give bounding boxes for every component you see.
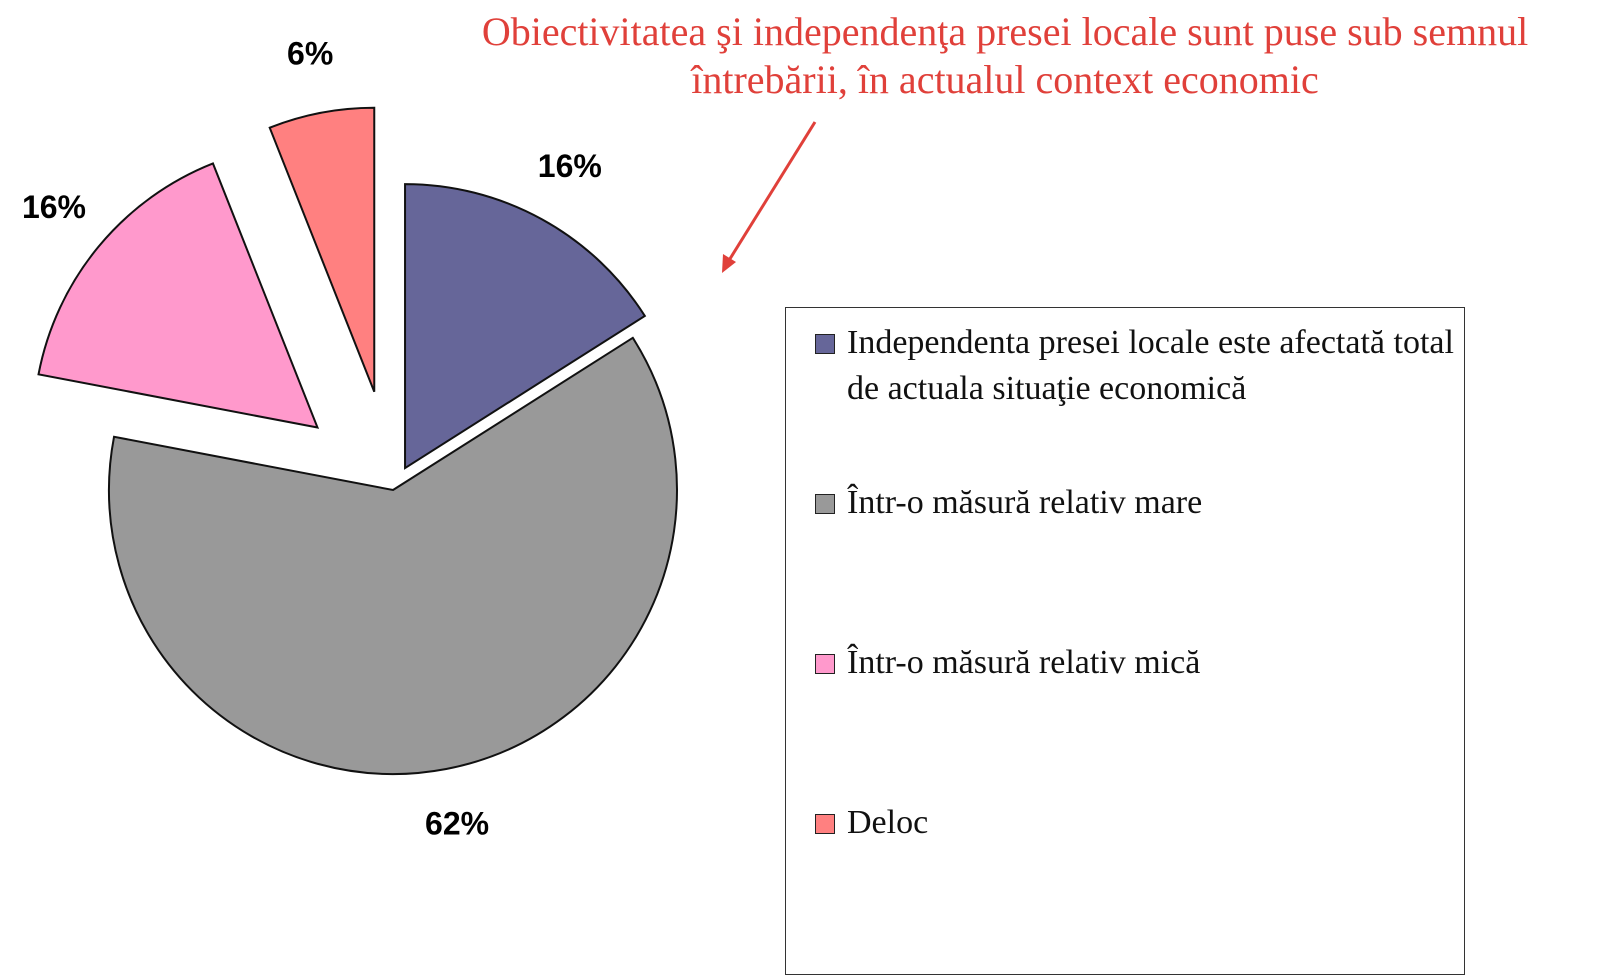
legend-item: Independenta presei locale este afectată… <box>815 320 1455 412</box>
legend <box>785 307 1465 975</box>
chart-title: Obiectivitatea şi independenţa presei lo… <box>481 9 1529 102</box>
data-label: 16% <box>538 148 602 184</box>
legend-item: Într-o măsură relativ mare <box>815 480 1455 526</box>
data-label: 6% <box>287 35 333 71</box>
pie-slice <box>404 183 647 470</box>
legend-swatch <box>815 334 835 354</box>
data-label: 62% <box>425 805 489 841</box>
data-label: 16% <box>22 189 86 225</box>
legend-swatch <box>815 654 835 674</box>
arrow-head <box>722 254 736 273</box>
pie-slice <box>37 162 320 429</box>
pie-slice <box>108 336 678 775</box>
legend-label: Într-o măsură relativ mică <box>847 644 1201 681</box>
legend-label: Într-o măsură relativ mare <box>847 484 1203 521</box>
legend-label: Deloc <box>847 804 929 841</box>
legend-swatch <box>815 494 835 514</box>
legend-item: Într-o măsură relativ mică <box>815 640 1455 686</box>
legend-swatch <box>815 814 835 834</box>
annotation-arrow <box>726 121 817 263</box>
pie-slice <box>268 106 376 393</box>
legend-label: Independenta presei locale este afectată… <box>847 324 1454 407</box>
legend-item: Deloc <box>815 800 1455 846</box>
